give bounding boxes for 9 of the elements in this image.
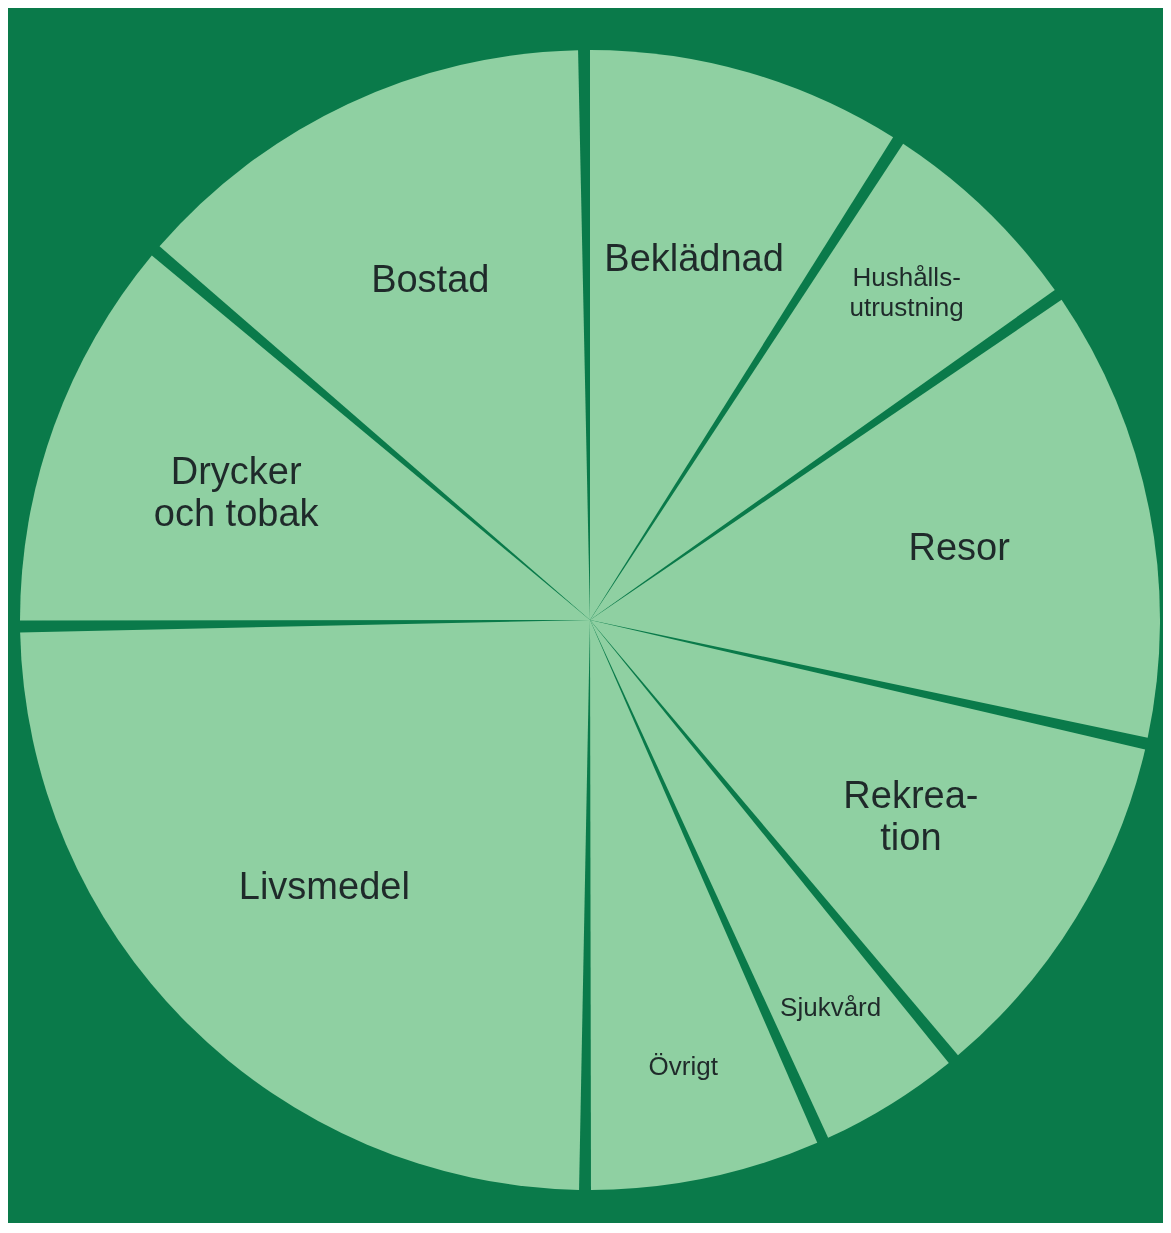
slice-label: Beklädnad <box>604 237 784 280</box>
slice-label: Bostad <box>371 258 490 301</box>
slice-label: Resor <box>908 526 1011 569</box>
slice-label: Övrigt <box>648 1051 719 1082</box>
slice-label: Sjukvård <box>780 992 882 1023</box>
slice-label: Drycker och tobak <box>153 450 320 535</box>
slice-label: Hushålls- utrustning <box>849 261 964 322</box>
slice-label: Rekrea- tion <box>843 774 979 859</box>
slice-label: Livsmedel <box>238 865 410 908</box>
